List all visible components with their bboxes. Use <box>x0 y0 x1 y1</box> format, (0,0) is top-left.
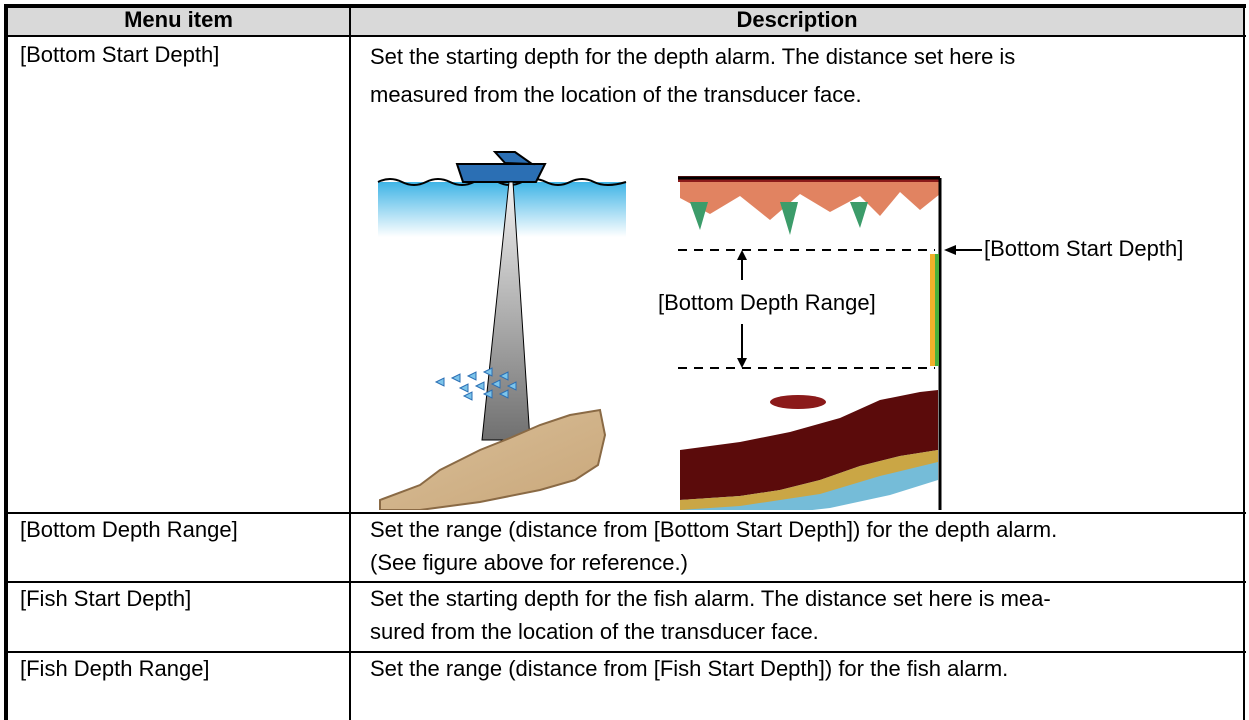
menu-item: [Bottom Depth Range] <box>20 517 238 542</box>
description-line: Set the range (distance from [Fish Start… <box>370 656 1009 681</box>
figure <box>377 151 982 510</box>
description-line: Set the range (distance from [Bottom Sta… <box>370 517 1058 542</box>
boat <box>455 151 547 183</box>
label-leader <box>944 245 956 255</box>
water <box>378 182 626 237</box>
transducer-illustration <box>377 151 627 510</box>
alarm-bar <box>930 254 935 366</box>
description-line: Set the starting depth for the fish alar… <box>370 586 1051 611</box>
fish-school <box>434 367 517 401</box>
border <box>4 4 8 720</box>
description-line: (See figure above for reference.) <box>370 550 688 575</box>
bottom-tail <box>680 450 938 510</box>
row-divider <box>4 512 1246 514</box>
row-divider <box>4 651 1246 653</box>
row-divider <box>4 581 1246 583</box>
figure-label: [Bottom Depth Range] <box>658 288 876 318</box>
row-divider <box>4 35 1246 37</box>
description-line: Set the starting depth for the depth ala… <box>370 44 1016 69</box>
surface-clutter <box>680 182 940 220</box>
figure-label: [Bottom Start Depth] <box>984 236 1184 261</box>
description-line: sured from the location of the transduce… <box>370 619 819 644</box>
border <box>1243 4 1245 720</box>
column-divider <box>349 4 351 720</box>
range-arrow <box>737 250 747 260</box>
header-cell: Description <box>736 7 858 32</box>
fish-echo <box>770 395 826 409</box>
header-cell: Menu item <box>124 7 233 32</box>
range-arrow <box>737 358 747 368</box>
echogram <box>678 176 982 510</box>
menu-item: [Fish Start Depth] <box>20 586 192 611</box>
bottom-echo <box>680 390 938 500</box>
description-line: measured from the location of the transd… <box>370 82 862 107</box>
header-background <box>5 5 1245 36</box>
seabed <box>379 408 607 510</box>
alarm-bar <box>935 254 939 366</box>
menu-item: [Fish Depth Range] <box>20 656 210 681</box>
border <box>4 4 1246 8</box>
menu-item: [Bottom Start Depth] <box>20 42 220 67</box>
